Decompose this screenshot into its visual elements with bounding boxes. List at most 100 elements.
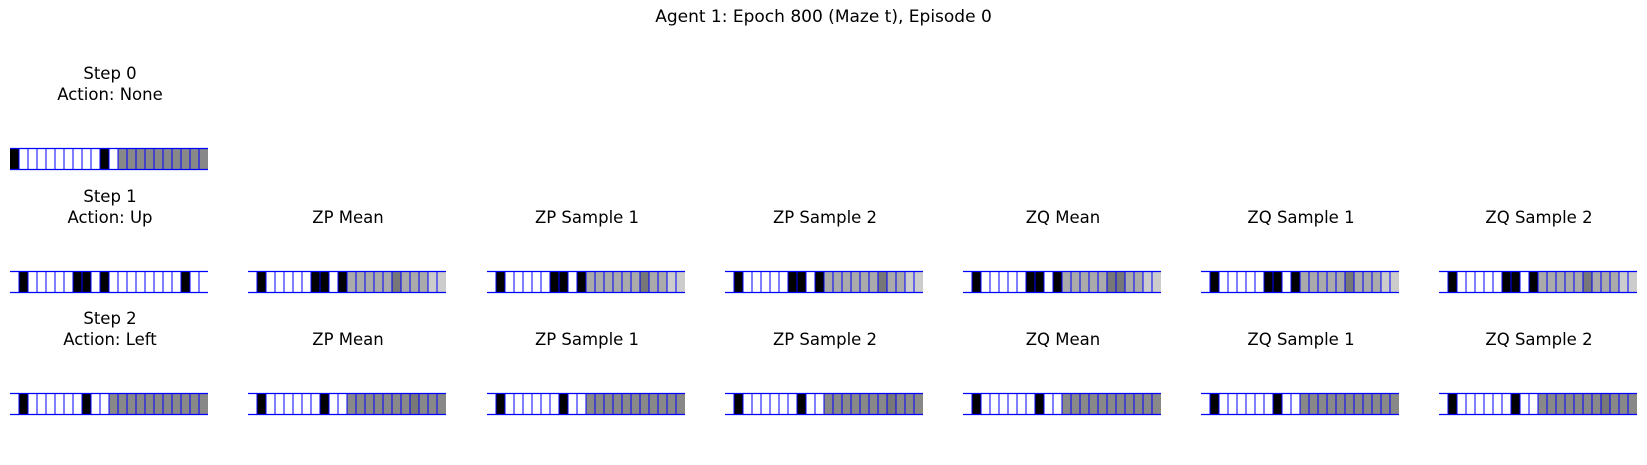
cell-21 [676, 393, 685, 415]
cell-19 [1610, 271, 1619, 293]
cell-20 [190, 148, 199, 170]
panel-title: ZP Sample 2 [685, 207, 965, 228]
cell-11 [586, 393, 595, 415]
cell-10 [100, 271, 109, 293]
cell-0 [248, 393, 257, 415]
cell-16 [1583, 393, 1592, 415]
cell-3 [275, 271, 284, 293]
cell-11 [1062, 271, 1071, 293]
cell-4 [1237, 271, 1246, 293]
cell-6 [1017, 271, 1026, 293]
cell-4 [523, 271, 532, 293]
cell-3 [1228, 271, 1237, 293]
cell-9 [91, 271, 100, 293]
cell-6 [64, 148, 73, 170]
cell-14 [1327, 271, 1336, 293]
cell-13 [1318, 393, 1327, 415]
panel-title: ZQ Sample 2 [1399, 329, 1647, 350]
cell-17 [1592, 271, 1601, 293]
cell-7 [1026, 393, 1035, 415]
panel-title-line1: ZQ Sample 2 [1485, 208, 1593, 227]
panel-r2-c6: ZQ Sample 2 [1439, 330, 1639, 416]
cell-14 [136, 148, 145, 170]
cell-18 [887, 393, 896, 415]
panel-r2-c3: ZP Sample 2 [725, 330, 925, 416]
cell-12 [118, 148, 127, 170]
cell-17 [163, 148, 172, 170]
cell-19 [1134, 393, 1143, 415]
panel-title: ZP Sample 1 [447, 207, 727, 228]
cell-19 [1372, 271, 1381, 293]
cell-10 [577, 393, 586, 415]
cell-18 [1125, 271, 1134, 293]
cell-4 [46, 148, 55, 170]
cell-1 [734, 393, 743, 415]
cell-18 [1363, 393, 1372, 415]
cell-12 [595, 393, 604, 415]
cell-8 [1273, 271, 1282, 293]
cell-20 [190, 393, 199, 415]
cell-1 [19, 393, 28, 415]
cell-21 [1390, 393, 1399, 415]
cell-15 [1098, 393, 1107, 415]
cell-20 [1143, 271, 1152, 293]
cell-21 [914, 271, 923, 293]
cell-12 [1309, 271, 1318, 293]
cell-21 [1390, 271, 1399, 293]
cell-21 [1628, 271, 1637, 293]
cell-10 [815, 271, 824, 293]
cell-19 [1134, 271, 1143, 293]
cell-1 [257, 271, 266, 293]
cell-2 [1457, 393, 1466, 415]
cell-11 [824, 393, 833, 415]
cell-13 [842, 393, 851, 415]
cell-13 [127, 148, 136, 170]
cell-13 [365, 271, 374, 293]
cell-20 [1381, 393, 1390, 415]
panel-title-line1: ZP Mean [312, 208, 384, 227]
cell-2 [505, 393, 514, 415]
cell-1 [972, 393, 981, 415]
state-strip [1439, 270, 1637, 294]
cell-1 [496, 393, 505, 415]
cell-6 [64, 271, 73, 293]
cell-19 [896, 271, 905, 293]
cell-4 [284, 271, 293, 293]
cell-4 [999, 271, 1008, 293]
cell-18 [1601, 271, 1610, 293]
state-strip [10, 147, 208, 171]
cell-8 [1511, 393, 1520, 415]
cell-20 [1619, 393, 1628, 415]
cell-7 [550, 271, 559, 293]
cell-4 [761, 271, 770, 293]
panel-title-line1: ZQ Mean [1025, 208, 1101, 227]
cell-1 [1448, 393, 1457, 415]
cell-1 [1210, 393, 1219, 415]
panel-title-line2: Action: Up [67, 208, 153, 227]
panel-title: Step 0 Action: None [0, 63, 250, 105]
cell-10 [577, 271, 586, 293]
cell-9 [1044, 271, 1053, 293]
cell-19 [419, 271, 428, 293]
cell-0 [1439, 271, 1448, 293]
cell-11 [1538, 271, 1547, 293]
cell-17 [878, 393, 887, 415]
state-strip [1201, 392, 1399, 416]
cell-5 [55, 393, 64, 415]
cell-14 [1327, 393, 1336, 415]
cell-8 [82, 271, 91, 293]
panel-title: ZP Sample 1 [447, 329, 727, 350]
cell-17 [640, 393, 649, 415]
panel-title-line2: Action: None [57, 85, 163, 104]
cell-14 [851, 393, 860, 415]
cell-13 [604, 271, 613, 293]
state-strip [248, 270, 446, 294]
cell-5 [293, 393, 302, 415]
cell-8 [320, 271, 329, 293]
cell-6 [64, 393, 73, 415]
state-strip [1439, 392, 1637, 416]
cell-18 [410, 271, 419, 293]
panel-title-line1: ZP Sample 2 [772, 330, 878, 349]
cell-19 [1372, 393, 1381, 415]
cell-7 [73, 271, 82, 293]
